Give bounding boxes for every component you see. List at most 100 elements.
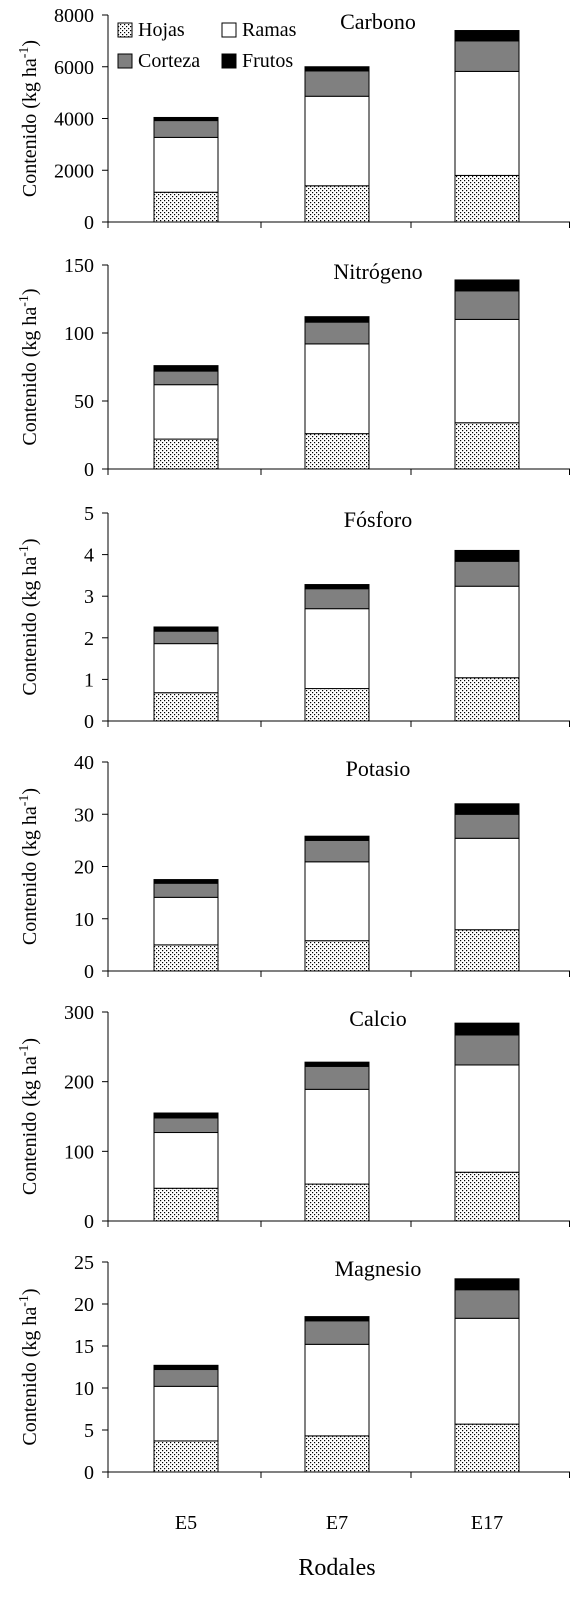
y-tick-label: 0 <box>84 711 94 733</box>
bar-segment-ramas-e7 <box>304 608 370 690</box>
bar-segment-corteza-e17 <box>454 1289 520 1319</box>
y-tick-label: 2 <box>84 628 94 650</box>
bar-segment-corteza-e7 <box>304 321 370 345</box>
bar-segment-ramas-e17 <box>454 585 520 679</box>
bar-segment-hojas-e5 <box>153 1187 219 1222</box>
y-tick-label: 50 <box>74 391 94 413</box>
bar-segment-hojas-e7 <box>304 688 370 722</box>
bar-segment-frutos-e5 <box>153 879 219 884</box>
bar-segment-corteza-e5 <box>153 370 219 386</box>
chart-panel-5: 0 5 10 15 20 25 Magnesio Contenido (kg ha-1) <box>17 1252 570 1484</box>
bar-segment-corteza-e17 <box>454 1034 520 1066</box>
y-tick-label: 200 <box>64 1072 94 1094</box>
legend-swatch-ramas <box>221 22 237 38</box>
x-tick-label-e7: E7 <box>326 1512 348 1534</box>
bar-segment-frutos-e7 <box>304 1316 370 1322</box>
chart-title: Nitrógeno <box>333 259 422 284</box>
bar-segment-hojas-e5 <box>153 438 219 470</box>
y-axis-label: Contenido (kg ha-1) <box>17 288 41 445</box>
bar-segment-ramas-e7 <box>304 95 370 187</box>
bar-segment-hojas-e7 <box>304 940 370 972</box>
bar-segment-corteza-e17 <box>454 40 520 72</box>
bar-segment-corteza-e5 <box>153 120 219 138</box>
bar-segment-corteza-e5 <box>153 1117 219 1134</box>
bar-segment-frutos-e7 <box>304 835 370 841</box>
y-tick-label: 4000 <box>54 109 94 131</box>
x-axis-title: Rodales <box>298 1555 375 1581</box>
bar-segment-hojas-e17 <box>454 1423 520 1473</box>
legend-swatch-frutos <box>221 53 237 69</box>
bar-segment-hojas-e7 <box>304 185 370 223</box>
bar-segment-frutos-e17 <box>454 279 520 292</box>
y-tick-label: 10 <box>74 909 94 931</box>
chart-title: Calcio <box>349 1006 406 1031</box>
bar-segment-hojas-e17 <box>454 422 520 470</box>
bar-segment-corteza-e17 <box>454 813 520 839</box>
bar-segment-ramas-e17 <box>454 837 520 931</box>
y-tick-label: 100 <box>64 323 94 345</box>
y-tick-label: 0 <box>84 1211 94 1233</box>
bar-segment-ramas-e17 <box>454 318 520 424</box>
x-tick-label-e17: E17 <box>471 1512 503 1534</box>
legend-label-hojas: Hojas <box>138 19 185 41</box>
y-tick-label: 2000 <box>54 160 94 182</box>
legend-swatch-hojas <box>117 22 133 38</box>
bar-segment-frutos-e7 <box>304 316 370 323</box>
y-tick-label: 20 <box>74 857 94 879</box>
y-tick-label: 0 <box>84 1462 94 1484</box>
y-tick-label: 6000 <box>54 57 94 79</box>
bar-segment-corteza-e7 <box>304 1320 370 1345</box>
y-axis-label: Contenido (kg ha-1) <box>17 788 41 945</box>
bar-segment-corteza-e5 <box>153 630 219 645</box>
x-tick-label-e5: E5 <box>175 1512 197 1534</box>
bar-segment-frutos-e5 <box>153 116 219 122</box>
bar-segment-corteza-e17 <box>454 560 520 587</box>
y-tick-label: 0 <box>84 459 94 481</box>
y-tick-label: 1 <box>84 669 94 691</box>
bar-segment-corteza-e7 <box>304 70 370 97</box>
legend-swatch-corteza <box>117 53 133 69</box>
bar-segment-frutos-e7 <box>304 66 370 72</box>
bar-segment-hojas-e17 <box>454 1171 520 1222</box>
chart-title: Fósforo <box>344 507 412 532</box>
bar-segment-ramas-e7 <box>304 343 370 435</box>
y-axis-label: Contenido (kg ha-1) <box>17 40 41 197</box>
chart-panel-2: 0 1 2 3 4 5 Fósforo Contenido (kg ha-1) <box>17 503 570 733</box>
y-tick-label: 5 <box>84 1420 94 1442</box>
bar-segment-hojas-e7 <box>304 1183 370 1222</box>
y-axis-label: Contenido (kg ha-1) <box>17 538 41 695</box>
bar-segment-frutos-e5 <box>153 1112 219 1119</box>
legend-label-corteza: Corteza <box>138 50 200 72</box>
y-tick-label: 10 <box>74 1378 94 1400</box>
bar-segment-ramas-e17 <box>454 1317 520 1425</box>
y-axis-label: Contenido (kg ha-1) <box>17 1038 41 1195</box>
bar-segment-ramas-e7 <box>304 1088 370 1185</box>
legend-label-frutos: Frutos <box>242 50 293 72</box>
bar-segment-corteza-e5 <box>153 882 219 898</box>
bar-segment-corteza-e17 <box>454 290 520 320</box>
bar-segment-ramas-e5 <box>153 896 219 946</box>
y-tick-label: 0 <box>84 212 94 234</box>
y-tick-label: 40 <box>74 752 94 774</box>
bar-segment-hojas-e7 <box>304 1435 370 1473</box>
bar-segment-corteza-e7 <box>304 1065 370 1090</box>
bar-segment-frutos-e17 <box>454 30 520 42</box>
bar-segment-frutos-e5 <box>153 1364 219 1371</box>
chart-panel-1: 0 50 100 150 Nitrógeno Contenido (kg ha-1) <box>17 255 570 481</box>
bar-segment-hojas-e17 <box>454 174 520 223</box>
bar-segment-corteza-e7 <box>304 588 370 610</box>
bar-segment-frutos-e7 <box>304 584 370 590</box>
y-tick-label: 25 <box>74 1252 94 1274</box>
bar-segment-hojas-e17 <box>454 929 520 972</box>
bar-segment-ramas-e17 <box>454 70 520 176</box>
y-tick-label: 300 <box>64 1002 94 1024</box>
bar-segment-ramas-e5 <box>153 1385 219 1442</box>
y-tick-label: 3 <box>84 586 94 608</box>
bar-segment-hojas-e7 <box>304 433 370 470</box>
bar-segment-ramas-e7 <box>304 861 370 942</box>
y-tick-label: 15 <box>74 1336 94 1358</box>
bar-segment-ramas-e17 <box>454 1064 520 1173</box>
chart-panel-0: 0 2000 4000 6000 8000 Carbono Contenido (kg ha… <box>17 5 570 234</box>
